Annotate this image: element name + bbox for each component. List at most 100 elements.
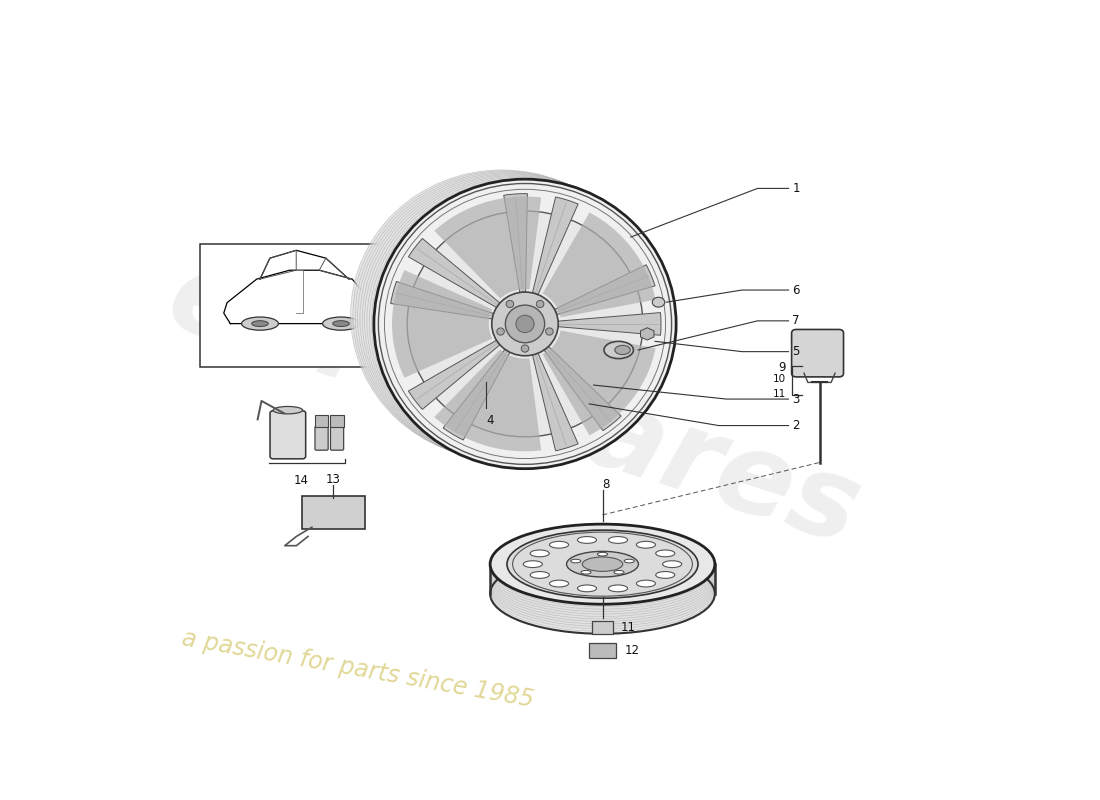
Ellipse shape — [581, 570, 591, 574]
Ellipse shape — [491, 524, 715, 604]
Ellipse shape — [656, 571, 674, 578]
Ellipse shape — [364, 175, 667, 465]
Ellipse shape — [604, 342, 634, 358]
Ellipse shape — [492, 292, 558, 356]
Ellipse shape — [362, 174, 664, 464]
Ellipse shape — [505, 305, 544, 342]
Ellipse shape — [637, 580, 656, 587]
Polygon shape — [443, 350, 510, 440]
Ellipse shape — [491, 529, 715, 609]
Text: 4: 4 — [486, 414, 494, 426]
Ellipse shape — [353, 171, 656, 460]
Ellipse shape — [491, 537, 715, 617]
Ellipse shape — [546, 328, 553, 335]
Polygon shape — [544, 346, 622, 430]
Ellipse shape — [491, 534, 715, 614]
Circle shape — [652, 298, 664, 307]
Ellipse shape — [355, 172, 658, 462]
Ellipse shape — [358, 173, 660, 462]
Polygon shape — [408, 340, 499, 410]
Text: 8: 8 — [603, 478, 611, 490]
Ellipse shape — [578, 585, 596, 592]
Ellipse shape — [491, 542, 715, 622]
Text: 2: 2 — [792, 419, 800, 432]
Polygon shape — [434, 350, 541, 451]
FancyBboxPatch shape — [199, 244, 385, 367]
Ellipse shape — [497, 328, 504, 335]
Ellipse shape — [491, 549, 715, 629]
Text: 11: 11 — [621, 621, 636, 634]
Text: 3: 3 — [792, 393, 800, 406]
Ellipse shape — [322, 317, 360, 330]
Text: eurospares: eurospares — [154, 240, 873, 568]
FancyBboxPatch shape — [330, 426, 343, 450]
Ellipse shape — [491, 531, 715, 611]
Ellipse shape — [491, 544, 715, 624]
Ellipse shape — [608, 537, 628, 543]
Polygon shape — [408, 238, 499, 307]
Ellipse shape — [507, 530, 698, 598]
Ellipse shape — [370, 178, 671, 467]
Ellipse shape — [506, 300, 514, 308]
Text: 9: 9 — [779, 361, 786, 374]
Polygon shape — [558, 313, 661, 335]
Polygon shape — [554, 265, 656, 314]
Ellipse shape — [614, 570, 624, 574]
Ellipse shape — [351, 170, 653, 459]
Ellipse shape — [491, 551, 715, 631]
Text: a passion for parts since 1985: a passion for parts since 1985 — [180, 626, 536, 712]
Ellipse shape — [624, 559, 635, 563]
Text: 10: 10 — [773, 374, 786, 384]
Polygon shape — [392, 270, 492, 378]
Ellipse shape — [537, 300, 543, 308]
Text: 5: 5 — [792, 345, 800, 358]
Ellipse shape — [662, 561, 682, 567]
Text: 14: 14 — [294, 474, 309, 486]
Ellipse shape — [550, 542, 569, 548]
Ellipse shape — [242, 317, 278, 330]
Text: 1: 1 — [792, 182, 800, 195]
Ellipse shape — [521, 345, 529, 352]
Polygon shape — [532, 354, 579, 451]
FancyBboxPatch shape — [315, 415, 328, 427]
Ellipse shape — [491, 554, 715, 634]
Ellipse shape — [332, 321, 350, 326]
Polygon shape — [504, 194, 527, 293]
Ellipse shape — [566, 551, 638, 577]
Ellipse shape — [372, 178, 674, 468]
FancyBboxPatch shape — [330, 415, 343, 427]
Ellipse shape — [360, 174, 662, 463]
Text: 6: 6 — [792, 283, 800, 297]
Ellipse shape — [656, 550, 674, 557]
Ellipse shape — [407, 211, 642, 437]
Ellipse shape — [578, 537, 596, 543]
Ellipse shape — [491, 539, 715, 619]
Ellipse shape — [516, 315, 535, 333]
FancyBboxPatch shape — [315, 426, 328, 450]
Text: 7: 7 — [792, 314, 800, 327]
FancyBboxPatch shape — [792, 330, 844, 377]
Ellipse shape — [252, 321, 268, 326]
Ellipse shape — [530, 571, 549, 578]
Ellipse shape — [550, 580, 569, 587]
Polygon shape — [390, 282, 494, 319]
Ellipse shape — [530, 550, 549, 557]
Ellipse shape — [597, 552, 607, 556]
Ellipse shape — [571, 559, 581, 563]
Ellipse shape — [608, 585, 628, 592]
Text: 13: 13 — [326, 473, 341, 486]
Polygon shape — [542, 330, 656, 435]
Ellipse shape — [273, 406, 303, 414]
FancyBboxPatch shape — [593, 621, 613, 634]
Ellipse shape — [615, 346, 630, 354]
Polygon shape — [542, 213, 656, 318]
Ellipse shape — [637, 542, 656, 548]
Ellipse shape — [582, 557, 623, 571]
Text: 11: 11 — [773, 389, 786, 399]
Ellipse shape — [374, 179, 676, 469]
FancyBboxPatch shape — [301, 496, 364, 529]
Ellipse shape — [367, 176, 669, 466]
Ellipse shape — [491, 546, 715, 626]
Ellipse shape — [524, 561, 542, 567]
FancyBboxPatch shape — [590, 643, 616, 658]
